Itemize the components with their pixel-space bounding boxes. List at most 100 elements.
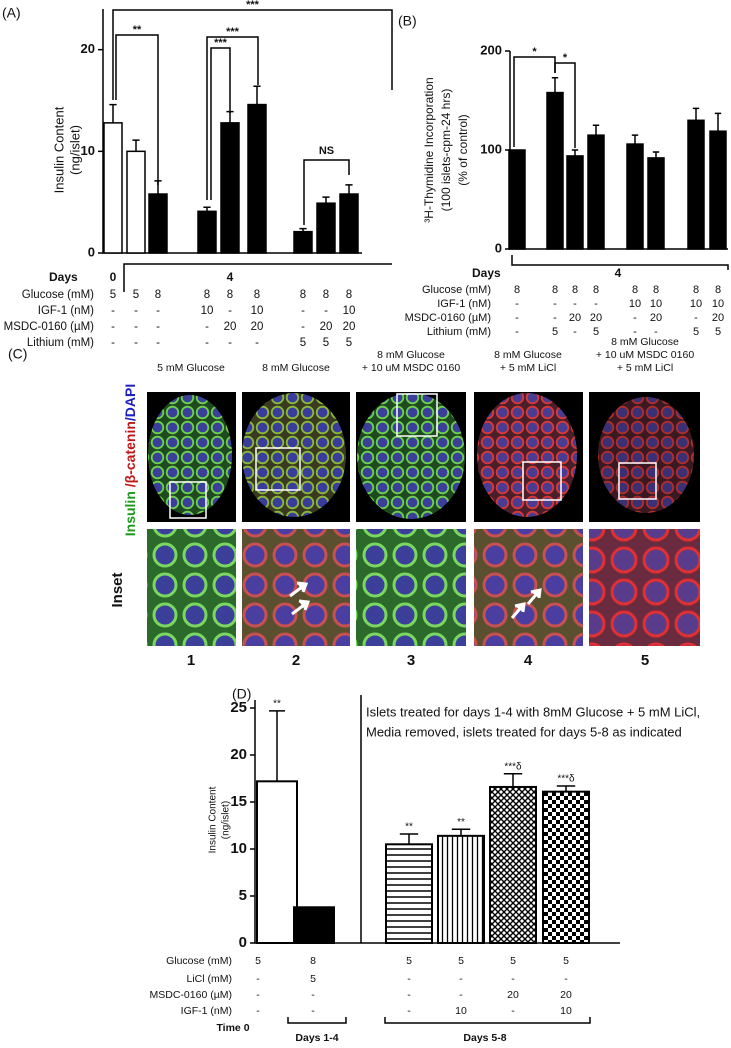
condition-value: 5 bbox=[510, 955, 516, 967]
condition-value: - bbox=[459, 989, 463, 1001]
condition-value: - bbox=[594, 298, 598, 310]
bar bbox=[508, 149, 526, 250]
bar bbox=[256, 780, 298, 944]
condition-value: 20 bbox=[251, 321, 264, 333]
condition-value: 10 bbox=[455, 1005, 467, 1017]
inset-box bbox=[522, 461, 562, 501]
condition-value: - bbox=[515, 326, 519, 338]
y-axis-label: Insulin Content bbox=[208, 786, 219, 853]
islet bbox=[242, 393, 346, 517]
condition-label: MSDC-0160 (µM) bbox=[4, 321, 95, 333]
panel-label: (C) bbox=[8, 346, 27, 362]
column-number: 1 bbox=[187, 652, 195, 669]
bar bbox=[316, 202, 336, 254]
condition-value: 8 bbox=[204, 289, 210, 301]
islet bbox=[477, 393, 577, 517]
bar bbox=[587, 134, 605, 250]
condition-value: 8 bbox=[632, 284, 638, 296]
significance-bracket bbox=[206, 36, 259, 200]
bar bbox=[546, 91, 564, 250]
condition-value: 20 bbox=[650, 312, 662, 324]
y-tick-label: 10 bbox=[230, 840, 247, 857]
condition-value: - bbox=[311, 1005, 315, 1017]
condition-value: - bbox=[205, 337, 209, 349]
condition-value: 5 bbox=[563, 955, 569, 967]
y-tick-label: 20 bbox=[230, 746, 247, 763]
bracket bbox=[287, 1017, 347, 1024]
condition-value: - bbox=[324, 305, 328, 317]
condition-value: - bbox=[511, 1005, 515, 1017]
significance-label: *** bbox=[214, 37, 228, 49]
condition-label: MSDC-0160 (µM) bbox=[150, 989, 232, 1001]
condition-value: - bbox=[156, 321, 160, 333]
condition-value: - bbox=[111, 337, 115, 349]
error-bar bbox=[226, 110, 234, 123]
bar bbox=[687, 119, 705, 250]
condition-label: Glucose (mM) bbox=[422, 284, 491, 296]
days-label: Days bbox=[49, 270, 78, 284]
significance-label: *** bbox=[246, 0, 260, 11]
condition-value: - bbox=[407, 973, 411, 985]
condition-value: - bbox=[564, 973, 568, 985]
y-tick-label: 100 bbox=[480, 141, 502, 156]
condition-value: 20 bbox=[560, 989, 572, 1001]
bracket bbox=[511, 255, 729, 270]
error-bar bbox=[203, 206, 211, 212]
column-title: 8 mM Glucose bbox=[494, 349, 562, 361]
group-label: Time 0 bbox=[216, 1022, 249, 1034]
column-title: 8 mM Glucose bbox=[611, 336, 679, 348]
column-title: + 10 uM MSDC 0160 bbox=[362, 362, 461, 374]
condition-value: 5 bbox=[715, 326, 721, 338]
bar bbox=[197, 210, 217, 254]
error-bar bbox=[551, 76, 559, 93]
significance-label: * bbox=[563, 52, 568, 64]
y-tick-label: 10 bbox=[81, 143, 95, 158]
condition-value: 8 bbox=[693, 284, 699, 296]
condition-value: 8 bbox=[552, 284, 558, 296]
condition-value: - bbox=[301, 305, 305, 317]
arrows bbox=[289, 581, 542, 619]
y-tick-label: 0 bbox=[88, 244, 95, 259]
days-label: Days bbox=[472, 266, 501, 280]
error-bar bbox=[592, 124, 600, 136]
inset-image bbox=[474, 529, 583, 646]
condition-value: - bbox=[633, 312, 637, 324]
bar bbox=[385, 843, 433, 944]
significance-label: ***δ bbox=[504, 761, 522, 772]
bar bbox=[247, 103, 267, 254]
panel-label: (B) bbox=[398, 13, 417, 29]
inset-image bbox=[147, 529, 236, 646]
significance-bracket bbox=[554, 62, 576, 148]
significance-bracket bbox=[303, 159, 350, 225]
condition-value: 8 bbox=[572, 284, 578, 296]
condition-value: 8 bbox=[300, 289, 306, 301]
condition-value: - bbox=[205, 321, 209, 333]
condition-value: - bbox=[407, 989, 411, 1001]
condition-value: - bbox=[134, 321, 138, 333]
condition-value: 10 bbox=[560, 1005, 572, 1017]
y-tick-label: 5 bbox=[239, 887, 247, 904]
condition-value: - bbox=[573, 326, 577, 338]
panel-label: (A) bbox=[2, 5, 21, 21]
note: Media removed, islets treated for days 5… bbox=[366, 724, 682, 739]
y-axis-label: (% of control) bbox=[456, 114, 470, 185]
column-number: 5 bbox=[641, 652, 649, 669]
bracket bbox=[384, 1017, 591, 1024]
condition-value: 20 bbox=[712, 312, 724, 324]
significance-label: ***δ bbox=[557, 774, 575, 785]
condition-label: Glucose (mM) bbox=[22, 289, 94, 301]
inset-box bbox=[255, 447, 301, 491]
column-title: + 5 mM LiCl bbox=[500, 362, 556, 374]
condition-value: 5 bbox=[458, 955, 464, 967]
islet bbox=[598, 397, 694, 513]
condition-value: 10 bbox=[690, 298, 702, 310]
stain-name: /β-catenin bbox=[122, 421, 138, 491]
condition-label: LiCl (mM) bbox=[187, 973, 233, 985]
column-title: + 10 uM MSDC 0160 bbox=[596, 349, 695, 361]
condition-value: 8 bbox=[346, 289, 352, 301]
inset-box bbox=[396, 393, 438, 437]
bar bbox=[148, 193, 168, 254]
y-axis-label: (ng/islet) bbox=[221, 801, 232, 839]
condition-value: - bbox=[654, 326, 658, 338]
column-title: 8 mM Glucose bbox=[377, 349, 445, 361]
